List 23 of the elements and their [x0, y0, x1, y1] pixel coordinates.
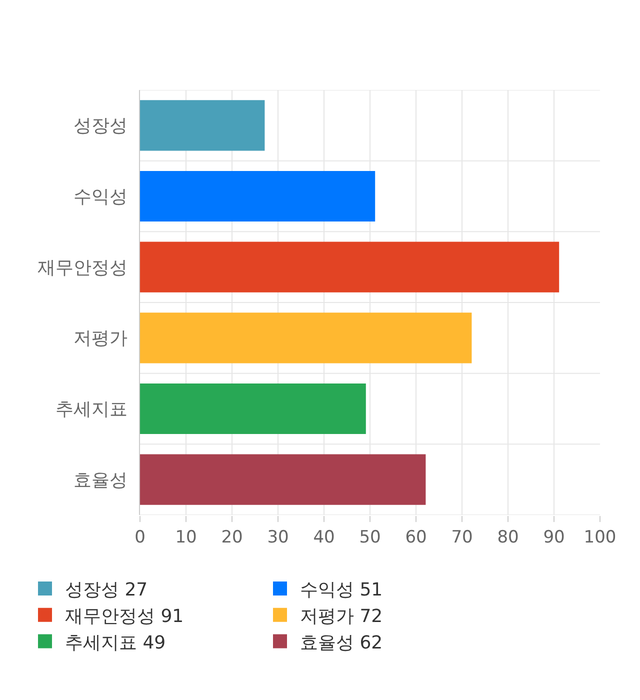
legend-label: 수익성 51 [300, 579, 383, 600]
x-tick-label: 70 [451, 527, 473, 548]
x-tick-label: 30 [267, 527, 289, 548]
x-tick-label: 50 [359, 527, 381, 548]
x-tick-label: 10 [175, 527, 197, 548]
x-tick-label: 0 [134, 527, 146, 548]
x-tick-label: 20 [221, 527, 243, 548]
legend-label: 저평가 72 [300, 606, 383, 627]
legend-label: 재무안정성 91 [65, 606, 184, 627]
x-tick-label: 100 [584, 527, 616, 548]
x-tick-label: 90 [543, 527, 565, 548]
x-tick-label: 60 [405, 527, 427, 548]
legend-label: 추세지표 49 [65, 632, 166, 654]
y-tick-label: 성장성 [73, 116, 128, 137]
legend-label: 성장성 27 [65, 579, 148, 600]
y-tick-label: 저평가 [73, 328, 128, 350]
y-tick-label: 효율성 [73, 470, 128, 491]
y-tick-label: 추세지표 [55, 399, 128, 420]
x-tick-label: 40 [313, 527, 335, 548]
x-tick-label: 80 [497, 527, 519, 548]
y-tick-label: 수익성 [73, 186, 128, 208]
legend-label: 효율성 62 [300, 632, 383, 654]
y-tick-label: 재무안정성 [37, 257, 128, 278]
